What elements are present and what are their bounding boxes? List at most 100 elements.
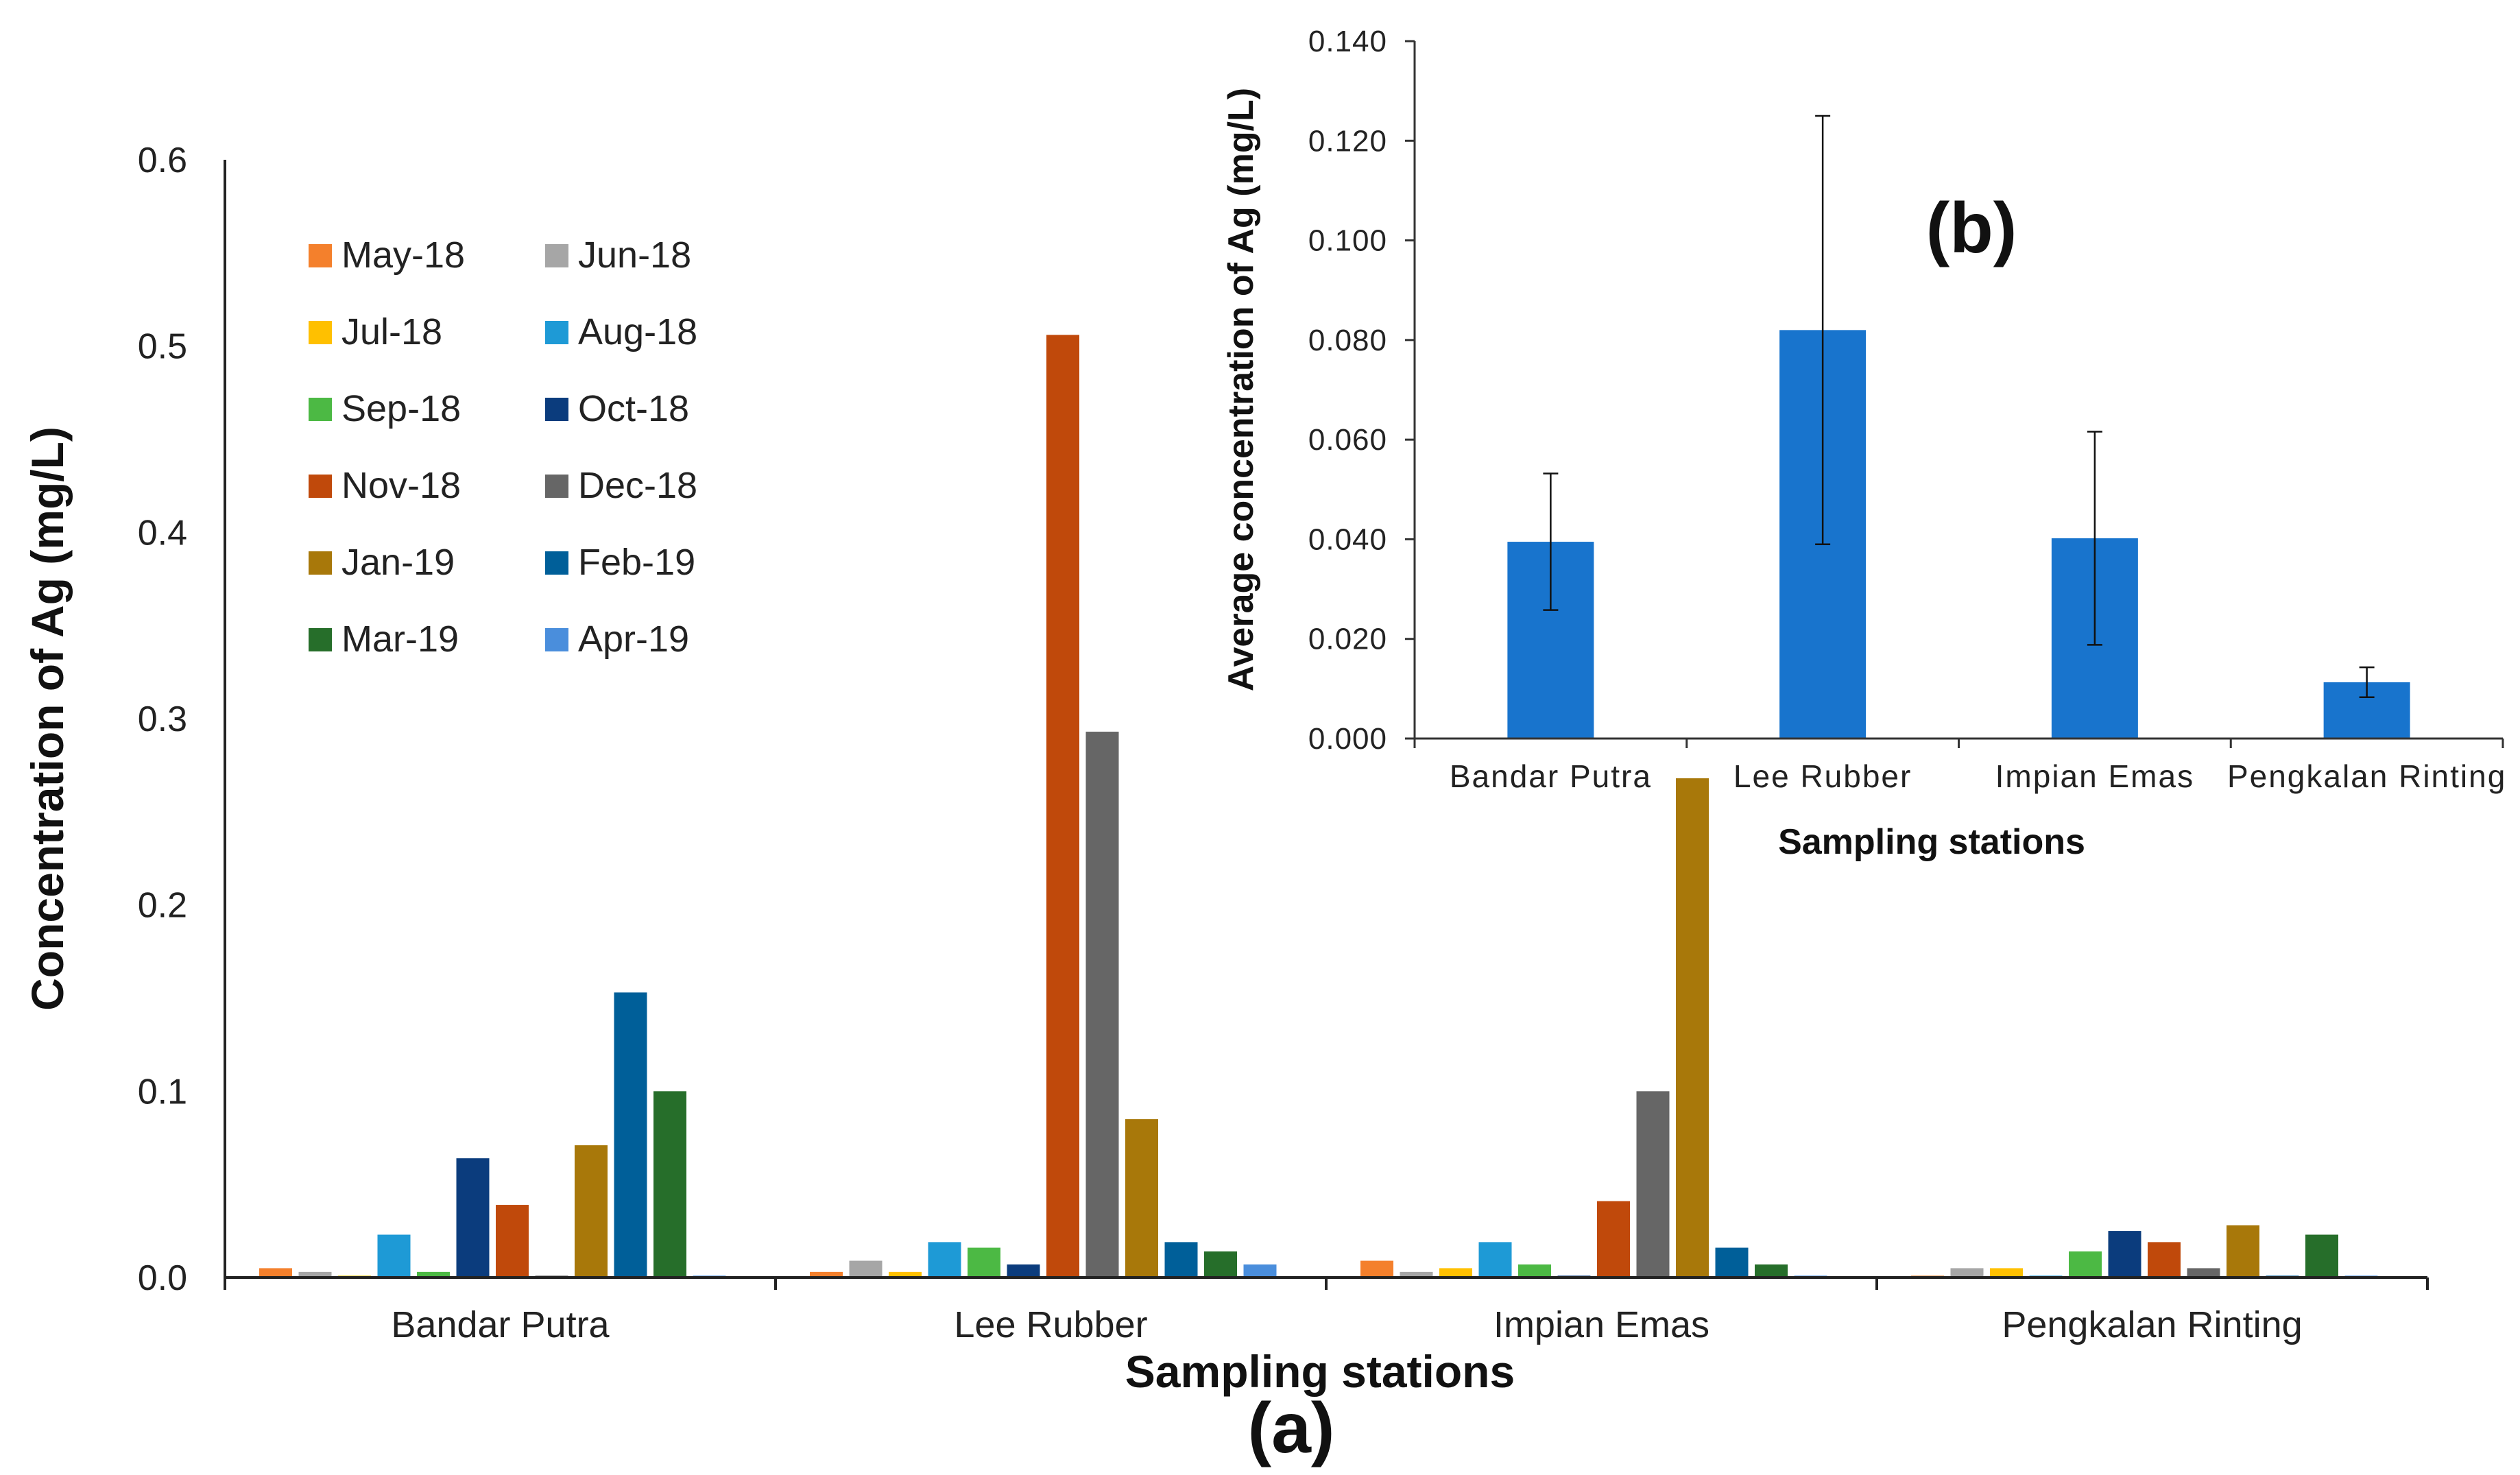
chart-a-x-axis-title: Sampling stations bbox=[1125, 1346, 1515, 1397]
bar-jul-18-impian-emas bbox=[1439, 1268, 1472, 1278]
chart-b-y-tick-label: 0.060 bbox=[1308, 423, 1387, 457]
bar-nov-18-bandar-putra bbox=[496, 1205, 529, 1278]
bar-jan-19-pengkalan-rinting bbox=[2227, 1225, 2259, 1278]
bar-feb-19-lee-rubber bbox=[1164, 1242, 1198, 1278]
bar-nov-18-lee-rubber bbox=[1046, 335, 1079, 1278]
chart-a-category-label: Lee Rubber bbox=[954, 1304, 1147, 1345]
legend-swatch-jan-19 bbox=[309, 551, 332, 575]
legend-swatch-aug-18 bbox=[545, 321, 568, 344]
bar-aug-18-impian-emas bbox=[1478, 1242, 1512, 1278]
legend-swatch-jul-18 bbox=[309, 321, 332, 344]
chart-b: 0.000 0.020 0.040 0.060 0.080 0.100 0.120 0.140… bbox=[1221, 25, 2506, 862]
chart-b-category-label: Lee Rubber bbox=[1733, 758, 1912, 794]
legend-label-mar-19: Mar-19 bbox=[341, 619, 459, 660]
bar-apr-19-lee-rubber bbox=[1243, 1264, 1277, 1278]
legend-label-jun-18: Jun-18 bbox=[578, 235, 691, 276]
legend-label-sep-18: Sep-18 bbox=[341, 388, 461, 429]
legend-label-jan-19: Jan-19 bbox=[341, 542, 455, 583]
chart-a-y-tick-label: 0.5 bbox=[138, 327, 187, 367]
chart-b-y-tick-label: 0.020 bbox=[1308, 623, 1387, 656]
chart-a-panel-label: (a) bbox=[1247, 1389, 1334, 1468]
legend-swatch-feb-19 bbox=[545, 551, 568, 575]
legend-label-apr-19: Apr-19 bbox=[578, 619, 689, 660]
chart-a-y-tick-label: 0.6 bbox=[138, 141, 187, 180]
legend-swatch-nov-18 bbox=[309, 475, 332, 498]
legend-swatch-apr-19 bbox=[545, 628, 568, 651]
bar-may-18-impian-emas bbox=[1360, 1260, 1393, 1278]
chart-b-y-ticks: 0.000 0.020 0.040 0.060 0.080 0.100 0.120 0.140 bbox=[1308, 25, 1415, 756]
bar-oct-18-lee-rubber bbox=[1007, 1264, 1040, 1278]
chart-b-error-bars bbox=[1543, 115, 2375, 698]
bar-may-18-bandar-putra bbox=[259, 1268, 292, 1278]
bar-dec-18-lee-rubber bbox=[1085, 732, 1119, 1278]
chart-b-y-tick-label: 0.120 bbox=[1308, 124, 1387, 158]
chart-a-y-tick-label: 0.0 bbox=[138, 1258, 187, 1298]
legend-swatch-dec-18 bbox=[545, 475, 568, 498]
bar-jun-18-lee-rubber bbox=[849, 1260, 883, 1278]
bar-may-18-lee-rubber bbox=[810, 1271, 843, 1278]
legend-swatch-sep-18 bbox=[309, 398, 332, 421]
bar-aug-18-bandar-putra bbox=[377, 1234, 411, 1278]
chart-a-y-ticks: 0.0 0.1 0.2 0.3 0.4 0.5 0.6 bbox=[138, 141, 187, 1298]
bar-jan-19-lee-rubber bbox=[1125, 1119, 1158, 1278]
chart-a-y-tick-label: 0.2 bbox=[138, 886, 187, 926]
chart-b-category-label: Pengkalan Rinting bbox=[2227, 758, 2506, 794]
chart-a-category-labels: Bandar Putra Lee Rubber Impian Emas Pengkal… bbox=[391, 1304, 2302, 1345]
chart-b-y-tick-label: 0.080 bbox=[1308, 324, 1387, 357]
bar-sep-18-bandar-putra bbox=[417, 1271, 450, 1278]
chart-b-category-labels: Bandar Putra Lee Rubber Impian Emas Pengkal… bbox=[1450, 758, 2506, 794]
bar-mar-19-lee-rubber bbox=[1204, 1251, 1237, 1278]
bar-jul-18-lee-rubber bbox=[889, 1271, 922, 1278]
chart-a: 0.0 0.1 0.2 0.3 0.4 0.5 0.6 Bandar Putra Lee Ru… bbox=[22, 141, 2429, 1468]
chart-b-y-axis-title: Average concentration of Ag (mg/L) bbox=[1221, 88, 1261, 691]
bar-dec-18-pengkalan-rinting bbox=[2187, 1268, 2220, 1278]
error-bar-pengkalan-rinting bbox=[2359, 666, 2375, 698]
chart-a-category-label: Bandar Putra bbox=[391, 1304, 610, 1345]
bar-oct-18-pengkalan-rinting bbox=[2108, 1231, 2141, 1278]
bar-mar-19-impian-emas bbox=[1755, 1264, 1788, 1278]
bar-jan-19-impian-emas bbox=[1676, 778, 1709, 1278]
chart-a-y-axis-title: Concentration of Ag (mg/L) bbox=[22, 427, 73, 1011]
legend-swatch-mar-19 bbox=[309, 628, 332, 651]
bar-feb-19-bandar-putra bbox=[614, 992, 647, 1278]
legend-label-may-18: May-18 bbox=[341, 235, 465, 276]
chart-b-y-tick-label: 0.100 bbox=[1308, 224, 1387, 258]
chart-a-y-tick-label: 0.1 bbox=[138, 1072, 187, 1112]
bar-dec-18-impian-emas bbox=[1636, 1091, 1670, 1278]
error-bar-lee-rubber bbox=[1815, 115, 1831, 545]
bar-feb-19-impian-emas bbox=[1715, 1247, 1749, 1278]
legend-swatch-jun-18 bbox=[545, 244, 568, 267]
bar-sep-18-impian-emas bbox=[1518, 1264, 1551, 1278]
legend-label-nov-18: Nov-18 bbox=[341, 465, 461, 506]
chart-b-y-tick-label: 0.000 bbox=[1308, 722, 1387, 756]
bar-jun-18-pengkalan-rinting bbox=[1950, 1268, 1984, 1278]
bar-nov-18-pengkalan-rinting bbox=[2148, 1242, 2181, 1278]
bar-mar-19-pengkalan-rinting bbox=[2305, 1234, 2338, 1278]
error-bar-bandar-putra bbox=[1543, 472, 1559, 611]
bar-aug-18-lee-rubber bbox=[928, 1242, 961, 1278]
legend-label-aug-18: Aug-18 bbox=[578, 311, 697, 352]
bar-sep-18-pengkalan-rinting bbox=[2069, 1251, 2102, 1278]
bar-jun-18-impian-emas bbox=[1400, 1271, 1433, 1278]
legend-label-feb-19: Feb-19 bbox=[578, 542, 695, 583]
error-bar-impian-emas bbox=[2087, 431, 2102, 646]
bar-jun-18-bandar-putra bbox=[298, 1271, 332, 1278]
legend-swatch-oct-18 bbox=[545, 398, 568, 421]
bar-sep-18-lee-rubber bbox=[968, 1247, 1000, 1278]
chart-b-category-label: Bandar Putra bbox=[1450, 758, 1652, 794]
chart-a-legend: May-18 Jun-18 Jul-18 Aug-18 Sep-18 Oct-18 Nov-… bbox=[309, 235, 697, 660]
chart-a-y-tick-label: 0.4 bbox=[138, 513, 187, 553]
chart-b-y-tick-label: 0.140 bbox=[1308, 25, 1387, 58]
chart-b-x-axis-title: Sampling stations bbox=[1778, 822, 2085, 862]
bar-jan-19-bandar-putra bbox=[575, 1145, 608, 1278]
bar-oct-18-bandar-putra bbox=[456, 1158, 490, 1278]
chart-b-y-tick-label: 0.040 bbox=[1308, 523, 1387, 556]
chart-a-category-label: Impian Emas bbox=[1493, 1304, 1709, 1345]
legend-swatch-may-18 bbox=[309, 244, 332, 267]
chart-a-y-tick-label: 0.3 bbox=[138, 699, 187, 739]
bar-jul-18-pengkalan-rinting bbox=[1990, 1268, 2023, 1278]
chart-b-x-ticks bbox=[1413, 739, 2504, 748]
chart-b-category-label: Impian Emas bbox=[1995, 758, 2194, 794]
chart-a-bars bbox=[259, 335, 2378, 1278]
